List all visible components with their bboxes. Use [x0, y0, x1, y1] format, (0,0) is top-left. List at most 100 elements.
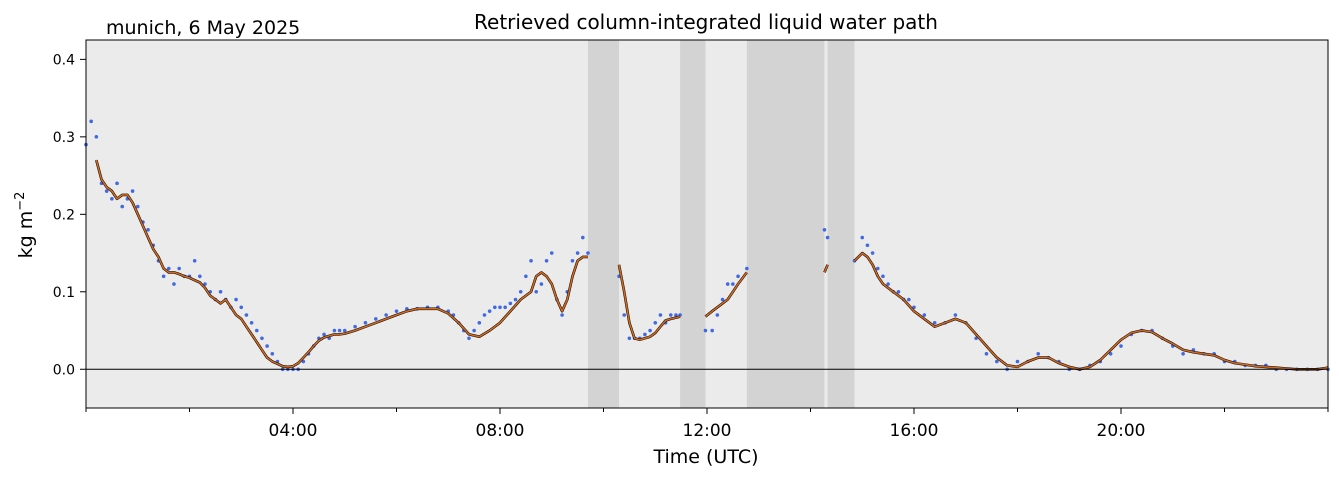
chart-title: Retrieved column-integrated liquid water… [474, 10, 938, 34]
raw-data-point [539, 282, 544, 286]
raw-data-point [581, 235, 585, 240]
raw-data-point [745, 266, 749, 271]
raw-data-point [203, 282, 207, 286]
raw-data-point [674, 313, 678, 317]
raw-data-point [254, 328, 259, 333]
raw-data-point [575, 251, 580, 255]
raw-data-point [668, 313, 673, 317]
raw-data-point [586, 251, 590, 255]
raw-data-point [89, 119, 93, 124]
raw-data-point [244, 313, 249, 317]
raw-data-point [912, 305, 916, 310]
raw-data-point [363, 320, 368, 325]
raw-data-point [239, 305, 244, 310]
raw-data-point [384, 313, 388, 317]
raw-data-point [332, 328, 337, 333]
raw-data-point [270, 351, 275, 356]
flagged-interval-band [827, 40, 855, 408]
y-tick-label: 0.2 [53, 207, 75, 223]
raw-data-point [881, 274, 885, 279]
raw-data-point [110, 197, 114, 201]
flagged-interval-band [587, 40, 620, 408]
x-tick-label: 20:00 [1097, 421, 1146, 441]
raw-data-point [104, 189, 109, 193]
y-tick-label: 0.4 [53, 52, 75, 68]
raw-data-point [710, 328, 714, 333]
raw-data-point [860, 235, 865, 240]
raw-data-point [192, 259, 197, 263]
raw-data-point [177, 266, 181, 271]
raw-data-point [477, 320, 482, 325]
raw-data-point [498, 305, 502, 310]
flagged-interval-band [746, 40, 825, 408]
raw-data-point [508, 301, 513, 306]
raw-data-point [249, 320, 254, 325]
x-tick-label: 16:00 [890, 421, 939, 441]
raw-data-point [94, 135, 99, 139]
raw-data-point [1181, 351, 1185, 356]
raw-data-point [493, 305, 497, 310]
raw-data-point [482, 313, 487, 317]
raw-data-point [822, 228, 827, 232]
y-tick-label: 0.1 [53, 285, 75, 301]
raw-data-point [627, 336, 632, 341]
raw-data-point [715, 313, 720, 317]
raw-data-point [146, 228, 150, 232]
raw-data-point [534, 289, 539, 294]
raw-data-point [513, 297, 518, 302]
raw-data-point [896, 289, 901, 294]
raw-data-point [653, 320, 658, 325]
y-tick-label: 0.3 [53, 130, 75, 146]
raw-data-point [865, 243, 870, 248]
y-tick-label: 0.0 [53, 362, 75, 378]
smoothed-line [823, 264, 829, 273]
raw-data-point [658, 313, 663, 317]
raw-data-point [703, 328, 708, 333]
raw-data-point [570, 259, 575, 263]
raw-data-point [337, 328, 342, 333]
x-tick-label: 12:00 [683, 421, 732, 441]
raw-data-point [529, 259, 533, 263]
raw-data-point [825, 235, 830, 240]
x-axis-label: Time (UTC) [652, 446, 758, 468]
raw-data-point [518, 289, 523, 294]
raw-data-point [953, 313, 958, 317]
raw-data-point [974, 336, 978, 341]
raw-data-point [524, 274, 528, 279]
location-date-label: munich, 6 May 2025 [106, 17, 300, 39]
raw-data-point [198, 274, 202, 279]
smoothed-line [853, 252, 1329, 371]
y-axis-label: kg m−2 [13, 192, 37, 259]
raw-data-point [467, 336, 471, 341]
raw-data-point [622, 313, 626, 317]
raw-data-point [265, 344, 269, 348]
raw-data-point [218, 289, 223, 294]
raw-data-point [1119, 344, 1123, 348]
raw-data-point [922, 313, 927, 317]
raw-data-point [503, 305, 507, 310]
y-axis-unit: kg m [15, 211, 37, 259]
raw-data-point [995, 359, 999, 364]
raw-data-point [648, 328, 652, 333]
raw-data-point [736, 274, 740, 279]
raw-data-point [870, 251, 875, 255]
raw-data-point [886, 282, 890, 286]
raw-data-point [1036, 351, 1040, 356]
raw-data-point [167, 266, 171, 271]
raw-data-point [120, 204, 125, 209]
raw-data-point [544, 259, 549, 263]
raw-data-point [374, 317, 378, 321]
raw-data-point [720, 297, 725, 302]
raw-data-point [932, 320, 937, 325]
raw-data-point [260, 336, 264, 341]
raw-data-point [115, 181, 119, 186]
flagged-interval-band [680, 40, 706, 408]
raw-data-point [472, 328, 476, 333]
raw-data-point [135, 204, 140, 209]
smoothed-line [704, 271, 748, 318]
raw-data-point [725, 282, 730, 286]
raw-data-point [984, 351, 989, 356]
raw-data-point [560, 313, 564, 317]
y-axis-unit-exponent: −2 [13, 192, 28, 211]
